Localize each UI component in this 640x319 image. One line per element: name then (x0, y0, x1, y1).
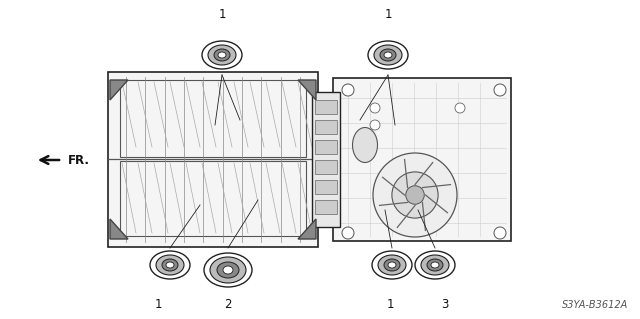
Ellipse shape (380, 49, 396, 61)
Text: FR.: FR. (68, 153, 90, 167)
Polygon shape (110, 219, 128, 239)
Bar (312, 92, 340, 227)
Ellipse shape (202, 41, 242, 69)
Ellipse shape (374, 45, 402, 65)
Bar (315, 120, 337, 134)
Ellipse shape (218, 52, 226, 58)
Text: 1: 1 (218, 8, 226, 20)
Text: 1: 1 (387, 299, 394, 311)
Ellipse shape (415, 251, 455, 279)
Ellipse shape (378, 255, 406, 275)
Bar (315, 100, 337, 114)
Ellipse shape (156, 255, 184, 275)
Polygon shape (298, 219, 316, 239)
Bar (120, 161, 306, 236)
Ellipse shape (421, 255, 449, 275)
Text: 1: 1 (154, 299, 162, 311)
Circle shape (342, 84, 354, 96)
Circle shape (370, 120, 380, 130)
Circle shape (494, 84, 506, 96)
Ellipse shape (162, 259, 178, 271)
Text: 1: 1 (384, 8, 392, 20)
Ellipse shape (217, 262, 239, 278)
Polygon shape (110, 80, 128, 100)
Circle shape (392, 172, 438, 218)
Bar (108, 72, 318, 247)
Circle shape (494, 227, 506, 239)
Circle shape (455, 103, 465, 113)
Ellipse shape (384, 259, 400, 271)
Ellipse shape (166, 262, 174, 268)
Ellipse shape (372, 251, 412, 279)
Circle shape (373, 153, 457, 237)
Bar (333, 78, 511, 241)
Ellipse shape (208, 45, 236, 65)
Bar (315, 140, 337, 154)
Ellipse shape (353, 128, 378, 162)
Text: 3: 3 (442, 299, 449, 311)
Ellipse shape (214, 49, 230, 61)
Text: S3YA-B3612A: S3YA-B3612A (562, 300, 628, 310)
Ellipse shape (223, 266, 233, 274)
Bar (120, 80, 306, 157)
Ellipse shape (427, 259, 443, 271)
Bar (315, 180, 337, 194)
Ellipse shape (388, 262, 396, 268)
Bar (315, 200, 337, 214)
Ellipse shape (210, 257, 246, 283)
Ellipse shape (368, 41, 408, 69)
Bar (315, 160, 337, 174)
Circle shape (370, 103, 380, 113)
Polygon shape (298, 80, 316, 100)
Circle shape (406, 186, 424, 204)
Ellipse shape (431, 262, 439, 268)
Text: 2: 2 (224, 299, 232, 311)
Ellipse shape (204, 253, 252, 287)
Ellipse shape (150, 251, 190, 279)
Ellipse shape (384, 52, 392, 58)
Circle shape (342, 227, 354, 239)
